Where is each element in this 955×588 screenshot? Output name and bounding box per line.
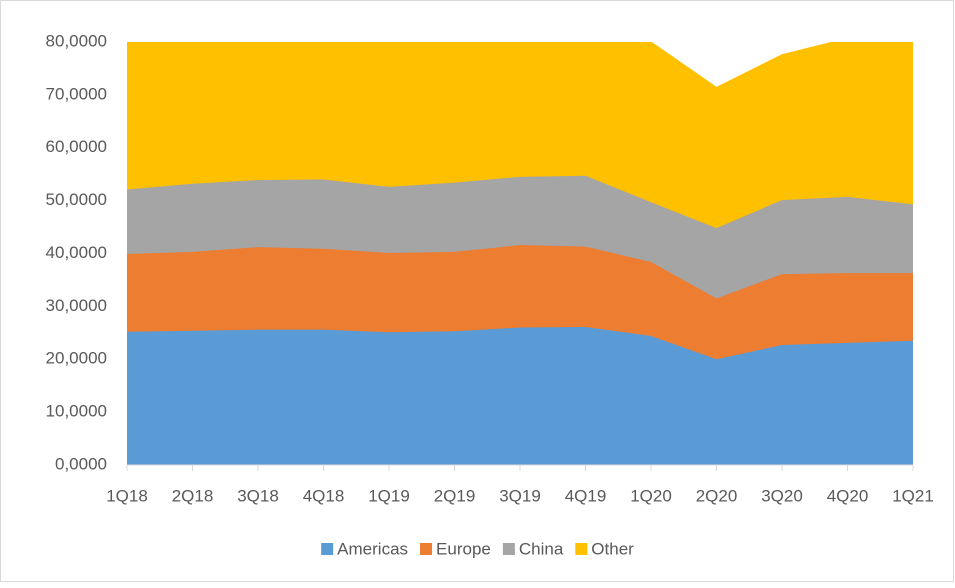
x-tick-label: 3Q20 <box>761 486 803 505</box>
x-tick-label: 2Q20 <box>696 486 738 505</box>
legend-swatch <box>420 543 433 555</box>
x-tick-label: 4Q18 <box>303 486 345 505</box>
y-tick-label: 10,0000 <box>46 402 107 421</box>
x-tick-label: 1Q18 <box>106 486 148 505</box>
area-edge <box>649 42 835 89</box>
legend-swatch <box>502 543 515 555</box>
area-fill <box>127 245 913 360</box>
x-tick-label: 2Q19 <box>434 486 476 505</box>
x-tick-label: 4Q19 <box>565 486 607 505</box>
legend-label: Americas <box>337 539 408 558</box>
y-tick-label: 50,0000 <box>46 190 107 209</box>
plot-area <box>127 42 913 465</box>
legend-label: China <box>519 539 564 558</box>
y-tick-label: 20,0000 <box>46 349 107 368</box>
y-tick-label: 60,0000 <box>46 137 107 156</box>
y-tick-label: 70,0000 <box>46 84 107 103</box>
legend-label: Europe <box>436 539 491 558</box>
x-tick-label: 2Q18 <box>172 486 214 505</box>
x-tick-label: 1Q20 <box>630 486 672 505</box>
legend-swatch <box>575 543 588 555</box>
x-tick-label: 3Q19 <box>499 486 541 505</box>
area-fill <box>127 175 913 299</box>
area-fill <box>127 326 913 465</box>
legend-swatch <box>321 543 334 555</box>
y-tick-label: 30,0000 <box>46 296 107 315</box>
legend: Americas Europe China Other <box>321 539 634 558</box>
area-fill <box>127 42 913 229</box>
x-tick-label: 3Q18 <box>237 486 279 505</box>
y-tick-label: 40,0000 <box>46 243 107 262</box>
legend-label: Other <box>591 539 634 558</box>
y-tick-label: 80,0000 <box>46 31 107 50</box>
x-tick-label: 4Q20 <box>827 486 869 505</box>
y-tick-label: 0,0000 <box>55 454 107 473</box>
x-tick-label: 1Q21 <box>892 486 934 505</box>
x-tick-label: 1Q19 <box>368 486 410 505</box>
